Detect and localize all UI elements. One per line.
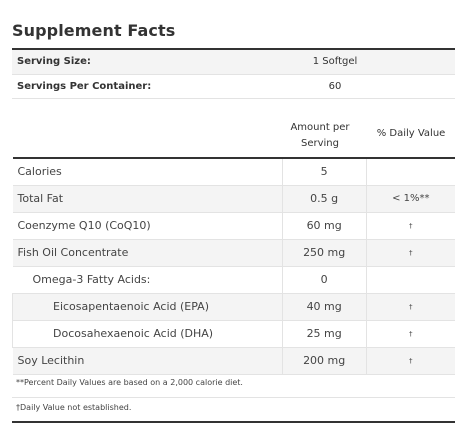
nutrient-row-epa: Eicosapentaenoic Acid (EPA) 40 mg † [12,293,455,321]
nutrient-amount: 25 mg [281,320,367,348]
panel-title: Supplement Facts [12,21,176,40]
footnote-divider [12,397,455,398]
servings-per-container-row: Servings Per Container: 60 [12,74,455,99]
serving-info-table: Serving Size: 1 Softgel Servings Per Con… [12,50,455,99]
nutrient-row-soy-lecithin: Soy Lecithin 200 mg † [12,347,455,375]
nutrient-name: Soy Lecithin [12,347,283,375]
nutrient-daily-value [365,266,455,294]
amount-per-serving-header: Amount per Serving [280,120,360,152]
nutrient-name: Fish Oil Concentrate [12,239,283,267]
nutrient-amount: 200 mg [281,347,367,375]
bottom-divider [12,421,455,423]
nutrient-daily-value: † [365,293,455,321]
nutrient-table: Calories 5 Total Fat 0.5 g < 1%** Coenzy… [12,157,455,375]
amount-header-line1: Amount per [290,122,350,133]
nutrient-name: Eicosapentaenoic Acid (EPA) [12,293,283,321]
daily-value-header: % Daily Value [376,128,446,139]
nutrient-daily-value: † [365,347,455,375]
nutrient-row-dha: Docosahexaenoic Acid (DHA) 25 mg † [12,320,455,348]
servings-per-container-value: 60 [274,74,396,99]
nutrient-daily-value [365,158,455,186]
nutrient-amount: 0 [281,266,367,294]
serving-size-row: Serving Size: 1 Softgel [12,50,455,75]
nutrient-daily-value: † [365,239,455,267]
top-divider [12,48,455,50]
daily-value-not-established-note: †Daily Value not established. [16,403,132,412]
nutrient-amount: 60 mg [281,212,367,240]
nutrient-row-calories: Calories 5 [12,158,455,186]
nutrient-amount: 5 [281,158,367,186]
nutrient-name: Omega-3 Fatty Acids: [12,266,283,294]
nutrient-name: Coenzyme Q10 (CoQ10) [12,212,283,240]
nutrient-row-total-fat: Total Fat 0.5 g < 1%** [12,185,455,213]
nutrient-amount: 40 mg [281,293,367,321]
servings-per-container-label: Servings Per Container: [12,74,274,99]
nutrient-row-fish-oil: Fish Oil Concentrate 250 mg † [12,239,455,267]
nutrient-name: Total Fat [12,185,283,213]
nutrient-row-omega3: Omega-3 Fatty Acids: 0 [12,266,455,294]
amount-header-line2: Serving [301,138,339,149]
nutrient-daily-value: † [365,212,455,240]
nutrient-daily-value: † [365,320,455,348]
nutrient-daily-value: < 1%** [365,185,455,213]
nutrient-name: Calories [12,158,283,186]
serving-size-label: Serving Size: [12,50,274,75]
nutrient-amount: 0.5 g [281,185,367,213]
nutrient-row-coq10: Coenzyme Q10 (CoQ10) 60 mg † [12,212,455,240]
nutrient-name: Docosahexaenoic Acid (DHA) [12,320,283,348]
percent-daily-value-note: **Percent Daily Values are based on a 2,… [16,378,243,387]
serving-size-value: 1 Softgel [274,50,396,75]
nutrient-amount: 250 mg [281,239,367,267]
